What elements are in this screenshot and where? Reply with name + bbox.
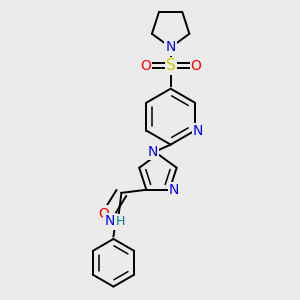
Text: N: N bbox=[148, 145, 158, 159]
Text: N: N bbox=[166, 40, 176, 54]
Text: H: H bbox=[116, 215, 125, 228]
Text: O: O bbox=[98, 206, 110, 220]
Text: N: N bbox=[169, 183, 179, 197]
Text: S: S bbox=[166, 58, 175, 73]
Text: N: N bbox=[104, 214, 115, 229]
Text: N: N bbox=[193, 124, 203, 138]
Text: O: O bbox=[190, 59, 202, 73]
Text: O: O bbox=[140, 59, 151, 73]
